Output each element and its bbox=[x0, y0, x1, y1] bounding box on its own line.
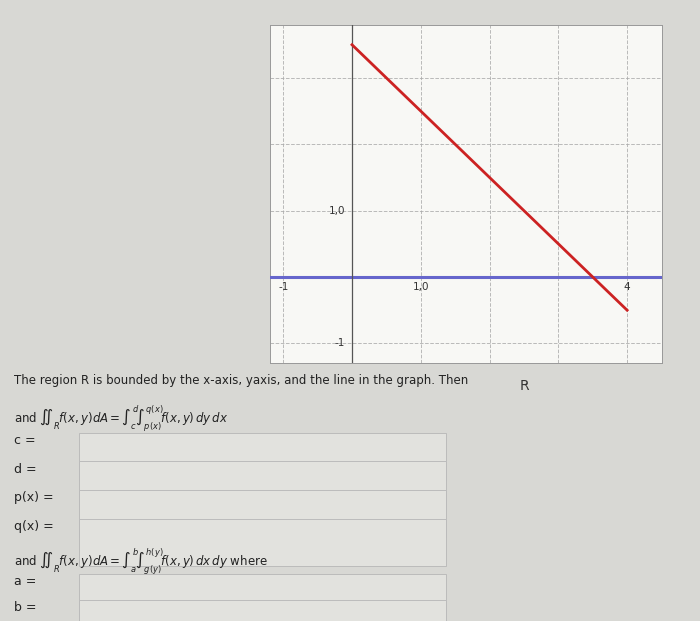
Text: a =: a = bbox=[14, 575, 36, 588]
Text: q(x) =: q(x) = bbox=[14, 520, 54, 533]
Text: and $\iint_R f(x,y)dA = \int_a^b \!\int_{g(y)}^{h(y)}\! f(x,y)\,dx\,dy$ where: and $\iint_R f(x,y)dA = \int_a^b \!\int_… bbox=[14, 546, 267, 576]
Text: d =: d = bbox=[14, 463, 36, 476]
Text: The region R is bounded by the x-axis, yaxis, and the line in the graph. Then: The region R is bounded by the x-axis, y… bbox=[14, 374, 468, 388]
Text: 1,0: 1,0 bbox=[412, 283, 429, 292]
Text: -1: -1 bbox=[278, 283, 288, 292]
Text: b =: b = bbox=[14, 601, 36, 614]
Text: 1,0: 1,0 bbox=[328, 206, 345, 215]
Text: p(x) =: p(x) = bbox=[14, 491, 54, 504]
Text: -1: -1 bbox=[335, 338, 345, 348]
Text: and $\iint_R f(x,y)dA = \int_c^d \!\int_{p(x)}^{q(x)}\! f(x,y)\,dy\,dx$: and $\iint_R f(x,y)dA = \int_c^d \!\int_… bbox=[14, 403, 228, 433]
Text: 4: 4 bbox=[624, 283, 631, 292]
Text: R: R bbox=[519, 379, 528, 393]
Text: c =: c = bbox=[14, 434, 36, 447]
